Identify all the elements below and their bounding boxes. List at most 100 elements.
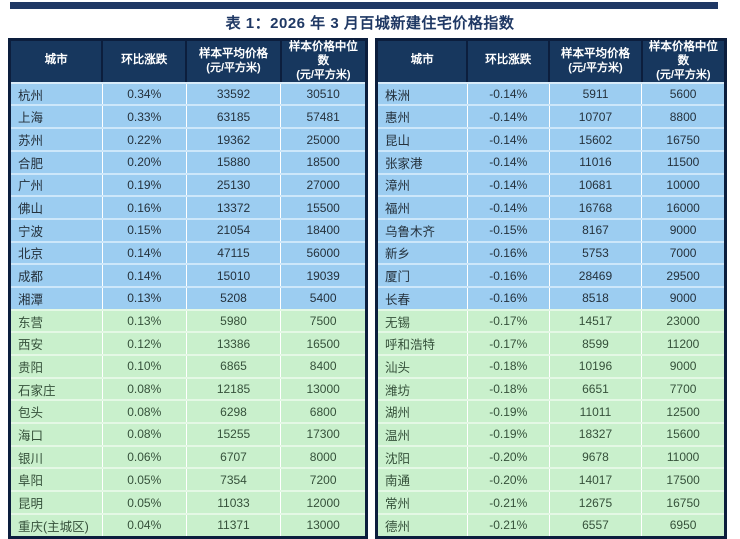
cell-median: 13000: [280, 376, 367, 401]
cell-median: 16500: [280, 331, 367, 356]
cell-median: 7500: [280, 308, 367, 333]
cell-city: 厦门: [376, 263, 468, 287]
table-row: 宁波 0.15% 21054 18400: [9, 217, 367, 242]
table-row: 东营 0.13% 5980 7500: [9, 308, 367, 333]
header-row: 城市 环比涨跌 样本平均价格 (元/平方米) 样本价格中位数 (元/平方米): [9, 39, 367, 84]
cell-change: 0.22%: [102, 127, 187, 151]
cell-city: 南通: [376, 467, 468, 492]
cell-change: 0.13%: [102, 285, 187, 310]
cell-change: -0.16%: [467, 263, 550, 287]
table-row: 株洲 -0.14% 5911 5600: [376, 82, 726, 106]
cell-change: -0.14%: [467, 82, 550, 106]
cell-city: 银川: [9, 444, 103, 469]
cell-median: 6950: [641, 512, 726, 538]
cell-avg: 14017: [549, 467, 643, 492]
cell-median: 19039: [280, 263, 367, 287]
cell-avg: 8599: [549, 331, 643, 356]
table-row: 杭州 0.34% 33592 30510: [9, 82, 367, 106]
cell-city: 西安: [9, 331, 103, 356]
cell-city: 无锡: [376, 308, 468, 333]
cell-median: 5400: [280, 285, 367, 310]
cell-change: 0.33%: [102, 104, 187, 129]
cell-median: 56000: [280, 240, 367, 265]
cell-change: 0.15%: [102, 217, 187, 242]
header-median-unit: (元/平方米): [656, 68, 711, 81]
cell-city: 合肥: [9, 149, 103, 174]
cell-change: 0.20%: [102, 149, 187, 174]
table-row: 苏州 0.22% 19362 25000: [9, 127, 367, 151]
cell-city: 乌鲁木齐: [376, 217, 468, 242]
header-avg-label: 样本平均价格: [199, 47, 268, 60]
table-row: 合肥 0.20% 15880 18500: [9, 149, 367, 174]
cell-change: -0.14%: [467, 172, 550, 197]
cell-avg: 16768: [549, 195, 643, 219]
header-median-label: 样本价格中位数: [648, 41, 718, 67]
cell-median: 8400: [280, 354, 367, 378]
cell-city: 包头: [9, 399, 103, 424]
table-row: 长春 -0.16% 8518 9000: [376, 285, 726, 310]
cell-city: 杭州: [9, 82, 103, 106]
cell-avg: 12185: [186, 376, 282, 401]
header-change: 环比涨跌: [102, 39, 188, 84]
cell-avg: 13386: [186, 331, 282, 356]
table-row: 海口 0.08% 15255 17300: [9, 422, 367, 446]
header-avg-unit: (元/平方米): [206, 61, 261, 74]
cell-city: 福州: [376, 195, 468, 219]
header-median-label: 样本价格中位数: [288, 41, 358, 67]
cell-median: 11500: [641, 149, 726, 174]
header-city: 城市: [9, 39, 104, 84]
table-row: 重庆(主城区) 0.04% 11371 13000: [9, 512, 367, 538]
cell-change: -0.18%: [467, 376, 550, 401]
cell-median: 16750: [641, 127, 726, 151]
header-avg-label: 样本平均价格: [560, 47, 630, 60]
cell-city: 德州: [376, 512, 468, 538]
cell-change: -0.17%: [467, 308, 550, 333]
table-row: 福州 -0.14% 16768 16000: [376, 195, 726, 219]
cell-median: 16000: [641, 195, 726, 219]
cell-change: 0.16%: [102, 195, 187, 219]
table-row: 银川 0.06% 6707 8000: [9, 444, 367, 469]
cell-median: 5600: [641, 82, 726, 106]
cell-median: 11000: [641, 444, 726, 469]
cell-avg: 8518: [549, 285, 643, 310]
cell-change: -0.14%: [467, 104, 550, 129]
header-avg-price: 样本平均价格 (元/平方米): [549, 39, 643, 84]
cell-city: 上海: [9, 104, 103, 129]
cell-city: 海口: [9, 422, 103, 446]
header-median-price: 样本价格中位数 (元/平方米): [280, 39, 367, 84]
cell-avg: 33592: [186, 82, 282, 106]
cell-avg: 47115: [186, 240, 282, 265]
cell-change: 0.08%: [102, 422, 187, 446]
cell-median: 7200: [280, 467, 367, 492]
table-row: 湖州 -0.19% 11011 12500: [376, 399, 726, 424]
table-row: 张家港 -0.14% 11016 11500: [376, 149, 726, 174]
cell-city: 张家港: [376, 149, 468, 174]
header-median-price: 样本价格中位数 (元/平方米): [641, 39, 726, 84]
cell-change: 0.12%: [102, 331, 187, 356]
cell-avg: 25130: [186, 172, 282, 197]
cell-city: 湖州: [376, 399, 468, 424]
cell-change: 0.14%: [102, 240, 187, 265]
cell-change: -0.19%: [467, 422, 550, 446]
cell-change: 0.04%: [102, 512, 187, 538]
table-row: 北京 0.14% 47115 56000: [9, 240, 367, 265]
cell-city: 株洲: [376, 82, 468, 106]
cell-median: 13000: [280, 512, 367, 538]
cell-avg: 6651: [549, 376, 643, 401]
cell-change: -0.15%: [467, 217, 550, 242]
cell-avg: 8167: [549, 217, 643, 242]
table-row: 昆明 0.05% 11033 12000: [9, 490, 367, 514]
header-city: 城市: [376, 39, 469, 84]
cell-change: -0.21%: [467, 490, 550, 514]
cell-city: 温州: [376, 422, 468, 446]
cell-city: 漳州: [376, 172, 468, 197]
cell-avg: 5753: [549, 240, 643, 265]
cell-avg: 15880: [186, 149, 282, 174]
cell-change: -0.16%: [467, 240, 550, 265]
cell-city: 沈阳: [376, 444, 468, 469]
cell-change: 0.06%: [102, 444, 187, 469]
cell-median: 17300: [280, 422, 367, 446]
cell-city: 苏州: [9, 127, 103, 151]
cell-median: 18400: [280, 217, 367, 242]
cell-median: 15500: [280, 195, 367, 219]
